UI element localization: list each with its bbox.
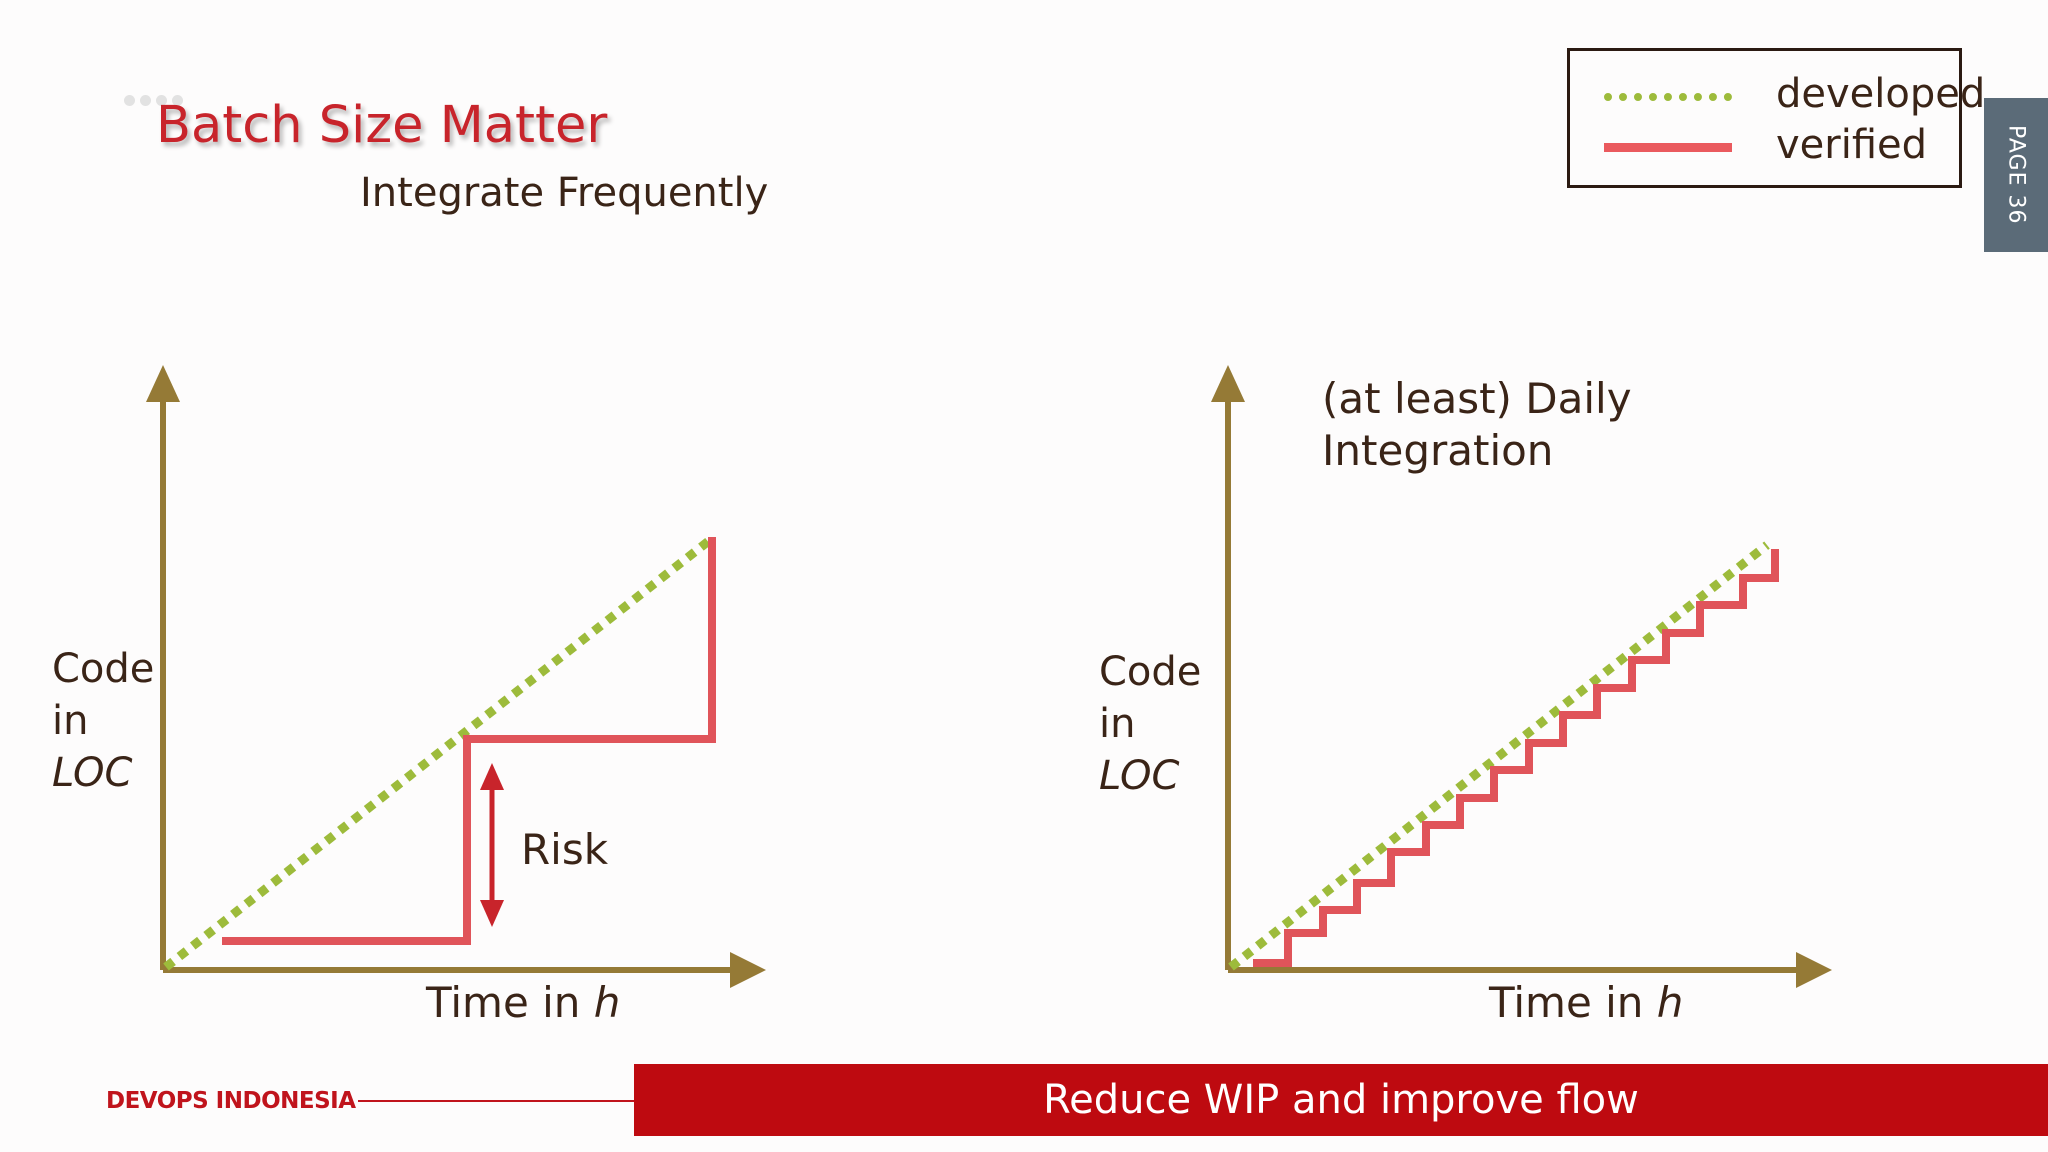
right-y-axis-arrowhead [1211,365,1245,402]
risk-arrow-head-up [480,763,504,790]
right-verified-line [1253,549,1779,967]
legend-developed-label: developed [1776,71,1986,117]
left-y-axis-label: Code in LOC [52,643,154,799]
slide-decoration-dots [124,95,183,106]
daily-integration-note-line1: (at least) Daily [1322,374,1632,423]
slide-subtitle: Integrate Frequently [360,170,769,216]
right-x-axis-arrowhead [1796,952,1832,988]
left-x-label-prefix: Time in [426,978,594,1027]
risk-arrow-head-down [480,900,504,927]
slide-title: Batch Size Matter [156,96,608,155]
daily-integration-note-line2: Integration [1322,426,1554,475]
left-y-label-line2: in [52,698,89,744]
left-y-label-line3: LOC [52,750,133,796]
left-y-label-line1: Code [52,646,155,692]
left-x-axis-arrowhead [730,952,766,988]
footer-brand: DEVOPS INDONESIA [106,1088,356,1114]
right-x-label-unit: h [1656,978,1684,1027]
legend: developed verified [1567,48,1985,188]
left-diagram [146,365,766,988]
risk-label: Risk [521,825,609,874]
right-x-axis-label: Time in h [1489,978,1683,1027]
left-developed-line [163,536,713,971]
footer-banner: Reduce WIP and improve flow [634,1064,2048,1136]
right-y-label-line2: in [1099,701,1136,747]
right-y-axis-label: Code in LOC [1099,646,1201,802]
right-x-label-prefix: Time in [1489,978,1657,1027]
right-developed-line [1228,541,1770,971]
right-diagram [1211,365,1832,988]
footer-tagline: Reduce WIP and improve flow [1043,1077,1639,1123]
legend-developed-swatch [1604,93,1732,101]
left-x-axis-label: Time in h [426,978,620,1027]
right-y-label-line3: LOC [1099,753,1180,799]
left-y-axis-arrowhead [146,365,180,402]
left-verified-line [222,537,716,945]
footer-divider-line [358,1100,634,1102]
left-x-label-unit: h [593,978,621,1027]
page-number-tab: PAGE 36 [1984,98,2048,252]
daily-integration-note: (at least) Daily Integration [1322,373,1632,477]
page-number-label: PAGE 36 [2003,125,2029,225]
legend-verified-swatch [1604,143,1732,152]
right-y-label-line1: Code [1099,649,1202,695]
legend-verified-label: verified [1776,122,1928,168]
